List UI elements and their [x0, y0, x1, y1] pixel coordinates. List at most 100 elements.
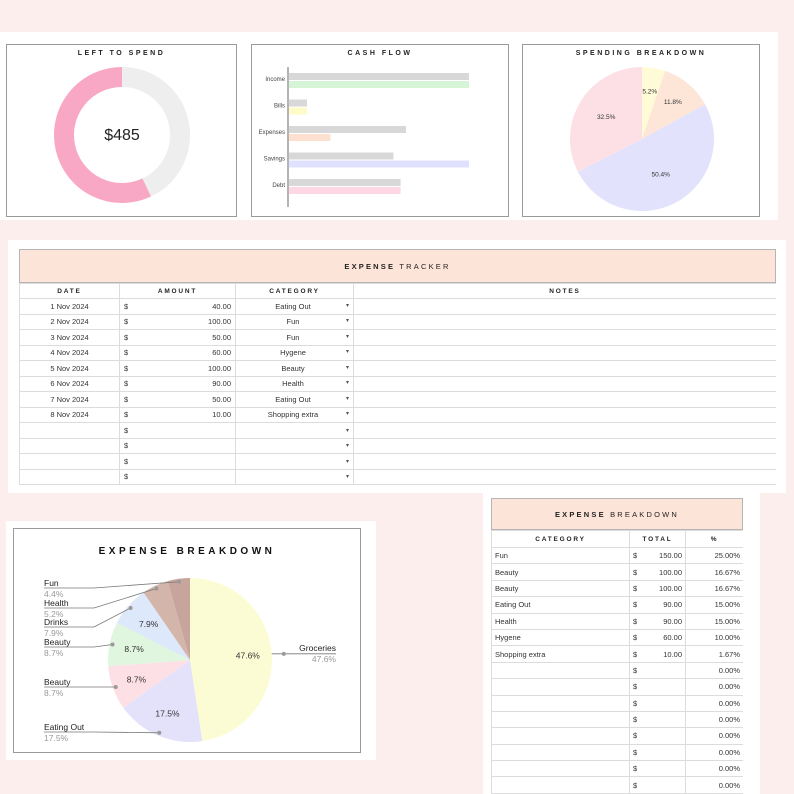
amount-cell[interactable]: $	[119, 437, 236, 454]
amount-cell[interactable]: $100.00	[119, 360, 236, 377]
date-cell[interactable]: 8 Nov 2024	[19, 406, 120, 423]
category-cell: Fun	[491, 546, 630, 565]
notes-cell[interactable]	[353, 406, 776, 423]
notes-cell[interactable]	[353, 329, 776, 346]
amount-cell[interactable]: $50.00	[119, 329, 236, 346]
date-cell[interactable]: 5 Nov 2024	[19, 360, 120, 377]
category-dropdown[interactable]: ▾	[235, 453, 354, 470]
amount-cell[interactable]: $10.00	[119, 406, 236, 423]
cash-flow-bar-budget	[289, 187, 401, 194]
date-cell[interactable]	[19, 468, 120, 485]
currency-symbol: $	[633, 764, 638, 774]
percent-cell: 0.00%	[685, 776, 743, 794]
table-row: 7 Nov 2024 $50.00 Eating Out ▾	[19, 391, 776, 408]
spending-slice-label: 11.8%	[664, 99, 682, 106]
currency-symbol: $	[633, 665, 638, 675]
leader-dot	[128, 605, 133, 610]
amount-cell[interactable]: $40.00	[119, 298, 236, 315]
category-dropdown[interactable]: ▾	[235, 422, 354, 439]
table-row: Beauty $100.00 16.67%	[491, 563, 743, 581]
expense-slice	[190, 578, 272, 742]
expense-slice	[108, 622, 190, 667]
expense-breakdown-chart-title: EXPENSE BREAKDOWN	[98, 546, 276, 557]
amount-cell[interactable]: $	[119, 453, 236, 470]
expense-breakdown-header: EXPENSE BREAKDOWN	[491, 498, 743, 530]
percent-cell: 16.67%	[685, 563, 743, 581]
category-dropdown[interactable]: ▾	[235, 468, 354, 485]
chevron-down-icon[interactable]: ▾	[345, 333, 349, 340]
notes-cell[interactable]	[353, 344, 776, 361]
category-dropdown[interactable]: Fun ▾	[235, 313, 354, 330]
chevron-down-icon[interactable]: ▾	[345, 318, 349, 325]
chevron-down-icon[interactable]: ▾	[345, 349, 349, 356]
percent-cell: 16.67%	[685, 579, 743, 598]
chevron-down-icon[interactable]: ▾	[345, 443, 349, 450]
table-row: $0.00%	[491, 776, 743, 794]
notes-cell[interactable]	[353, 453, 776, 470]
amount-value: 90.00	[212, 379, 231, 389]
date-cell[interactable]: 4 Nov 2024	[19, 344, 120, 361]
col-header-category: CATEGORY	[235, 283, 354, 299]
amount-cell[interactable]: $60.00	[119, 344, 236, 361]
chevron-down-icon[interactable]: ▾	[345, 302, 349, 309]
cash-flow-bar-actual	[289, 73, 469, 80]
date-cell[interactable]: 7 Nov 2024	[19, 391, 120, 408]
chevron-down-icon[interactable]: ▾	[345, 380, 349, 387]
amount-cell[interactable]: $	[119, 468, 236, 485]
date-cell[interactable]: 6 Nov 2024	[19, 375, 120, 392]
outer-label-pct: 47.6%	[312, 654, 337, 664]
table-row: $0.00%	[491, 710, 743, 729]
currency-symbol: $	[633, 600, 638, 610]
notes-cell[interactable]	[353, 422, 776, 439]
chevron-down-icon[interactable]: ▾	[345, 474, 349, 481]
date-cell[interactable]: 2 Nov 2024	[19, 313, 120, 330]
leader-dot	[154, 586, 159, 591]
amount-cell[interactable]: $	[119, 422, 236, 439]
notes-cell[interactable]	[353, 375, 776, 392]
category-value: Fun	[286, 332, 300, 342]
currency-symbol: $	[633, 633, 638, 643]
chevron-down-icon[interactable]: ▾	[345, 427, 349, 434]
spending-slice-label: 32.5%	[597, 114, 616, 121]
chevron-down-icon[interactable]: ▾	[345, 364, 349, 371]
notes-cell[interactable]	[353, 437, 776, 454]
notes-cell[interactable]	[353, 468, 776, 485]
outer-label-pct: 7.9%	[44, 628, 64, 638]
notes-cell[interactable]	[353, 360, 776, 377]
chevron-down-icon[interactable]: ▾	[345, 411, 349, 418]
category-dropdown[interactable]: Health ▾	[235, 375, 354, 392]
category-dropdown[interactable]: Shopping extra ▾	[235, 406, 354, 423]
total-cell: $	[629, 760, 686, 778]
chevron-down-icon[interactable]: ▾	[345, 458, 349, 465]
notes-cell[interactable]	[353, 313, 776, 330]
amount-cell[interactable]: $90.00	[119, 375, 236, 392]
category-dropdown[interactable]: Hygene ▾	[235, 344, 354, 361]
category-cell	[491, 678, 630, 696]
category-dropdown[interactable]: ▾	[235, 437, 354, 454]
date-cell[interactable]: 3 Nov 2024	[19, 329, 120, 346]
category-cell: Health	[491, 612, 630, 630]
category-dropdown[interactable]: Beauty ▾	[235, 360, 354, 377]
outer-label-pct: 8.7%	[44, 648, 64, 658]
date-cell[interactable]	[19, 453, 120, 470]
amount-cell[interactable]: $100.00	[119, 313, 236, 330]
date-cell[interactable]	[19, 437, 120, 454]
category-dropdown[interactable]: Eating Out ▾	[235, 391, 354, 408]
amount-cell[interactable]: $50.00	[119, 391, 236, 408]
date-cell[interactable]: 1 Nov 2024	[19, 298, 120, 315]
outer-label-pct: 17.5%	[44, 733, 69, 743]
category-cell: Beauty	[491, 579, 630, 598]
currency-symbol: $	[124, 379, 129, 389]
notes-cell[interactable]	[353, 298, 776, 315]
cash-flow-bar-budget	[289, 107, 307, 115]
date-cell[interactable]	[19, 422, 120, 439]
notes-cell[interactable]	[353, 391, 776, 408]
expense-tracker-sheet: EXPENSE TRACKER DATE AMOUNT CATEGORY NOT…	[19, 249, 776, 493]
cash-flow-category-label: Savings	[264, 157, 285, 163]
currency-symbol: $	[124, 456, 129, 466]
chevron-down-icon[interactable]: ▾	[345, 395, 349, 402]
category-dropdown[interactable]: Eating Out ▾	[235, 298, 354, 315]
category-cell	[491, 727, 630, 745]
leader-dot	[157, 730, 162, 735]
category-dropdown[interactable]: Fun ▾	[235, 329, 354, 346]
